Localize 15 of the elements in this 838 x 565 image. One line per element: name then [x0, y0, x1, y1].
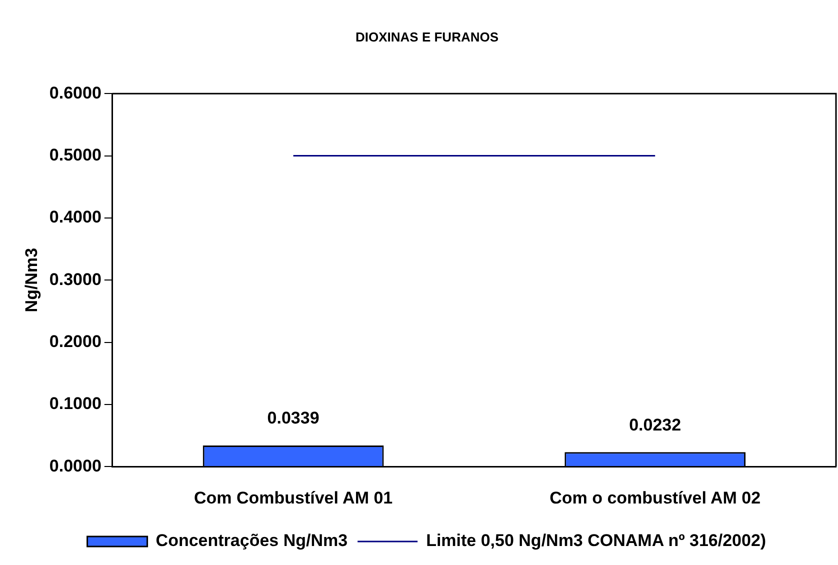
x-tick-label: Com o combustível AM 02: [550, 488, 761, 508]
y-tick-label: 0.3000: [49, 270, 102, 289]
legend-label: Limite 0,50 Ng/Nm3 CONAMA nº 316/2002): [426, 531, 766, 550]
y-axis-title: Ng/Nm3: [22, 248, 41, 312]
y-tick-label: 0.6000: [49, 83, 102, 102]
data-label: 0.0339: [267, 408, 320, 428]
legend-label: Concentrações Ng/Nm3: [156, 531, 348, 550]
x-tick-label: Com Combustível AM 01: [194, 488, 393, 508]
y-tick-label: 0.4000: [49, 208, 102, 227]
chart-title: DIOXINAS E FURANOS: [355, 29, 499, 44]
data-label: 0.0232: [629, 415, 682, 434]
y-tick-label: 0.2000: [49, 332, 102, 351]
y-tick-label: 0.0000: [49, 456, 102, 476]
y-tick-label: 0.1000: [49, 394, 102, 414]
y-tick-label: 0.5000: [49, 145, 102, 164]
